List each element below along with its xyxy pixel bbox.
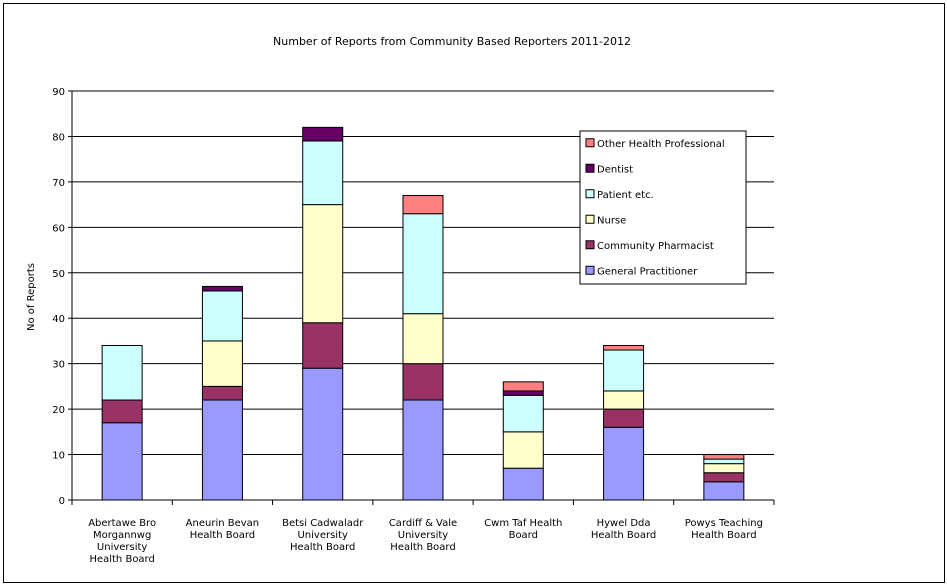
bar-segment-4-2 [502, 431, 544, 469]
x-tick-label-3: Cardiff & Vale University Health Board [389, 518, 457, 553]
bar-segment-5-0 [603, 426, 645, 501]
legend-label-1: Dentist [597, 164, 633, 175]
bar-segment-5-2 [603, 390, 645, 410]
y-tick-label-10: 10 [52, 451, 65, 462]
bar-segment-6-1 [703, 472, 745, 483]
bar-segment-2-0 [302, 367, 344, 501]
y-tick-label-40: 40 [52, 314, 65, 325]
bar-segment-6-0 [703, 481, 745, 501]
y-tick-label-50: 50 [52, 269, 65, 280]
legend-swatch-0 [585, 138, 595, 148]
legend-box [579, 130, 747, 285]
bar-segment-6-5 [703, 454, 745, 460]
bar-segment-1-0 [201, 399, 243, 501]
bar-segment-1-3 [201, 290, 243, 342]
bar-segment-4-0 [502, 467, 544, 501]
bar-segment-2-2 [302, 204, 344, 324]
x-tick-label-0: Abertawe Bro Morgannwg University Health Bo… [88, 518, 156, 565]
bar-segment-1-2 [201, 340, 243, 387]
bar-segment-4-3 [502, 394, 544, 433]
bar-segment-2-3 [302, 140, 344, 206]
bar-segment-1-1 [201, 385, 243, 401]
y-tick-label-0: 0 [59, 496, 65, 507]
legend-swatch-5 [585, 265, 595, 275]
axes: 0 10 20 30 40 50 60 70 80 90 Abertawe Bro Morgannwg… [52, 87, 775, 565]
bar-segment-3-3 [402, 213, 444, 315]
y-tick-label-20: 20 [52, 405, 65, 416]
bar-segment-0-0 [101, 422, 143, 501]
y-tick-label-60: 60 [52, 223, 65, 234]
chart-title: Number of Reports from Community Based R… [273, 35, 631, 48]
legend-label-3: Nurse [597, 215, 626, 226]
bar-segment-2-4 [302, 126, 344, 142]
legend-swatch-3 [585, 214, 595, 224]
x-tick-label-4: Cwm Taf Health Board [484, 518, 562, 541]
x-tick-label-6: Powys Teaching Health Board [685, 518, 763, 541]
stacked-bar-chart: Number of Reports from Community Based R… [26, 35, 775, 565]
bar-segment-4-4 [502, 390, 544, 396]
bar-segment-4-5 [502, 381, 544, 392]
bar-segment-3-5 [402, 195, 444, 215]
bar-segment-6-2 [703, 463, 745, 474]
bar-segment-0-1 [101, 399, 143, 424]
bar-segment-3-2 [402, 313, 444, 365]
bar-segment-3-0 [402, 399, 444, 501]
bar-segment-5-3 [603, 349, 645, 392]
legend-swatch-2 [585, 189, 595, 199]
legend-swatch-1 [585, 163, 595, 173]
legend-swatch-4 [585, 240, 595, 250]
y-tick-label-80: 80 [52, 132, 65, 143]
y-axis-label: No of Reports [26, 263, 37, 331]
chart-frame: Number of Reports from Community Based R… [3, 3, 945, 583]
bar-segment-1-4 [201, 285, 243, 292]
bar-segment-0-3 [101, 344, 143, 401]
y-tick-label-30: 30 [52, 360, 65, 371]
x-tick-label-5: Hywel Dda Health Board [591, 518, 656, 541]
x-tick-label-2: Betsi Cadwaladr University Health Board [282, 518, 364, 553]
bar-segment-6-3 [703, 458, 745, 465]
y-tick-label-90: 90 [52, 87, 65, 98]
bar-segment-2-1 [302, 322, 344, 369]
legend-label-4: Community Pharmacist [597, 241, 714, 252]
legend-label-2: Patient etc. [597, 190, 654, 201]
bar-segment-3-1 [402, 363, 444, 401]
bars [101, 126, 745, 501]
legend-label-0: Other Health Professional [597, 139, 725, 150]
y-tick-label-70: 70 [52, 178, 65, 189]
legend-label-5: General Practitioner [597, 266, 698, 277]
x-tick-label-1: Aneurin Bevan Health Board [186, 518, 259, 541]
bar-segment-5-5 [603, 344, 645, 351]
bar-segment-5-1 [603, 408, 645, 428]
legend: Other Health Professional Dentist Patient … [579, 130, 747, 285]
